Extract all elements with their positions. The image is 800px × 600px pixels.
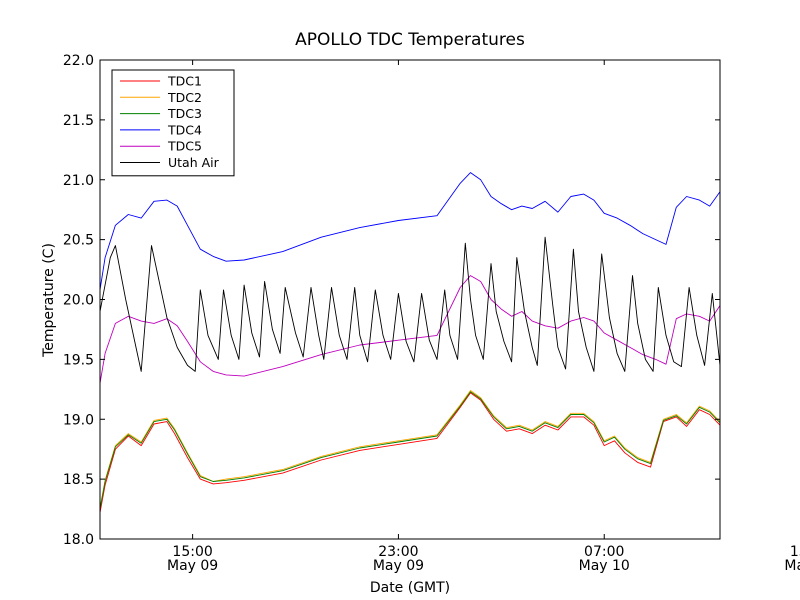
y-tick-label: 18.5 [63,472,94,488]
y-tick-label: 21.5 [63,113,94,129]
series-line-tdc2 [100,390,720,508]
y-tick-label: 22.0 [63,53,94,69]
x-tick-label-time: 23:00 [378,544,418,560]
legend-box [111,69,235,177]
axes-layer: 18.0 18.5 19.0 19.5 20.0 20.5 21.0 21.5 22.0 15:0… [63,53,800,574]
legend-label: TDC2 [167,90,202,105]
series-line-utah-air [100,236,720,372]
series-layer [100,172,720,513]
x-tick-label-time: 15:00 [172,544,212,560]
legend-label: TDC4 [167,122,202,137]
y-tick-label: 18.0 [63,532,94,548]
x-tick-label-date: May 09 [167,558,218,574]
series-line-tdc3 [100,391,720,510]
y-tick-label: 19.0 [63,412,94,428]
x-tick-label-date: May 09 [373,558,424,574]
y-axis-label: Temperature (C) [41,243,57,358]
x-tick-label-date: May 10 [579,558,630,574]
legend-label: Utah Air [168,155,220,170]
legend-label: TDC1 [167,74,202,89]
series-line-tdc1 [100,392,720,513]
x-axis-label: Date (GMT) [370,580,450,596]
y-tick-label: 20.5 [63,233,94,249]
y-tick-label: 21.0 [63,173,94,189]
legend-label: TDC5 [167,139,202,154]
series-line-tdc4 [100,172,720,290]
plot-frame [99,59,721,540]
y-tick-label: 20.0 [63,293,94,309]
x-tick-label-date: May 10 [784,558,800,574]
x-tick-label-time: 07:00 [584,544,624,560]
y-tick-label: 19.5 [63,352,94,368]
chart-title: APOLLO TDC Temperatures [295,30,525,50]
x-tick-label-time: 15:00 [790,544,800,560]
legend-label: TDC3 [167,106,202,121]
